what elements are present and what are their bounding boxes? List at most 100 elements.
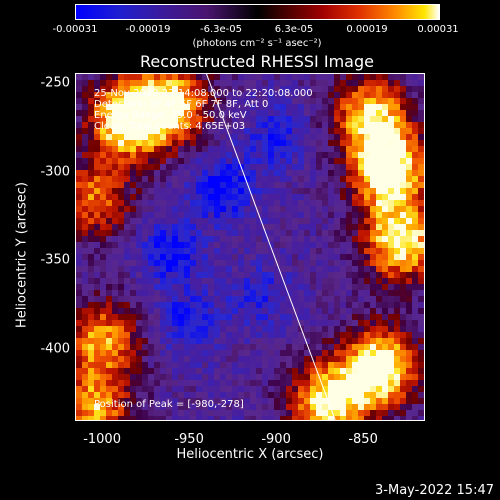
heatmap-cell xyxy=(382,260,389,267)
heatmap-cell xyxy=(418,242,424,249)
heatmap-cell xyxy=(166,110,173,117)
heatmap-cell xyxy=(214,110,221,117)
heatmap-cell xyxy=(130,296,137,303)
heatmap-cell xyxy=(418,134,424,141)
heatmap-cell xyxy=(328,404,335,411)
heatmap-cell xyxy=(148,146,155,153)
heatmap-cell xyxy=(130,194,137,201)
heatmap-cell xyxy=(148,80,155,87)
heatmap-cell xyxy=(82,182,89,189)
heatmap-cell xyxy=(208,248,215,255)
heatmap-cell xyxy=(82,92,89,99)
heatmap-cell xyxy=(172,338,179,345)
heatmap-cell xyxy=(316,362,323,369)
heatmap-cell xyxy=(196,218,203,225)
heatmap-cell xyxy=(328,230,335,237)
heatmap-cell xyxy=(304,236,311,243)
heatmap-cell xyxy=(88,254,95,261)
heatmap-cell xyxy=(328,80,335,87)
heatmap-cell xyxy=(328,290,335,297)
heatmap-cell xyxy=(346,122,353,129)
heatmap-cell xyxy=(250,158,257,165)
heatmap-cell xyxy=(376,272,383,279)
heatmap-cell xyxy=(100,200,107,207)
heatmap-cell xyxy=(178,320,185,327)
heatmap-cell xyxy=(256,278,263,285)
heatmap-cell xyxy=(112,146,119,153)
heatmap-cell xyxy=(220,104,227,111)
heatmap-cell xyxy=(130,350,137,357)
heatmap-cell xyxy=(388,398,395,405)
heatmap-cell xyxy=(124,392,131,399)
heatmap-cell xyxy=(280,284,287,291)
heatmap-cell xyxy=(280,356,287,363)
heatmap-cell xyxy=(274,194,281,201)
heatmap-cell xyxy=(94,302,101,309)
heatmap-cell xyxy=(370,158,377,165)
heatmap-cell xyxy=(418,356,424,363)
heatmap-cell xyxy=(370,338,377,345)
heatmap-cell xyxy=(292,152,299,159)
heatmap-cell xyxy=(76,266,83,273)
heatmap-cell xyxy=(394,122,401,129)
heatmap-cell xyxy=(76,362,83,369)
heatmap-cell xyxy=(232,152,239,159)
heatmap-cell xyxy=(262,254,269,261)
heatmap-cell xyxy=(214,146,221,153)
heatmap-cell xyxy=(394,332,401,339)
heatmap-cell xyxy=(262,170,269,177)
heatmap-cell xyxy=(280,272,287,279)
heatmap-cell xyxy=(208,194,215,201)
heatmap-cell xyxy=(226,374,233,381)
heatmap-cell xyxy=(136,254,143,261)
heatmap-cell xyxy=(106,194,113,201)
heatmap-cell xyxy=(190,152,197,159)
heatmap-cell xyxy=(142,314,149,321)
heatmap-cell xyxy=(226,152,233,159)
heatmap-cell xyxy=(112,254,119,261)
heatmap-cell xyxy=(76,176,83,183)
heatmap-cell xyxy=(286,392,293,399)
heatmap-cell xyxy=(94,134,101,141)
heatmap-cell xyxy=(100,224,107,231)
heatmap-cell xyxy=(220,338,227,345)
heatmap-cell xyxy=(124,236,131,243)
heatmap-cell xyxy=(244,380,251,387)
heatmap-cell xyxy=(388,284,395,291)
heatmap-cell xyxy=(322,416,329,420)
heatmap-cell xyxy=(106,230,113,237)
heatmap-cell xyxy=(118,326,125,333)
heatmap-cell xyxy=(388,92,395,99)
heatmap-cell xyxy=(256,368,263,375)
heatmap-cell xyxy=(352,398,359,405)
heatmap-cell xyxy=(346,254,353,261)
heatmap-cell xyxy=(136,134,143,141)
heatmap-cell xyxy=(412,278,419,285)
heatmap-cell xyxy=(208,206,215,213)
heatmap-cell xyxy=(250,278,257,285)
heatmap-cell xyxy=(244,74,251,81)
heatmap-cell xyxy=(274,110,281,117)
heatmap-cell xyxy=(322,200,329,207)
heatmap-cell xyxy=(190,110,197,117)
heatmap-cell xyxy=(400,386,407,393)
heatmap-cell xyxy=(250,74,257,81)
heatmap-cell xyxy=(364,368,371,375)
heatmap-cell xyxy=(76,236,83,243)
heatmap-cell xyxy=(328,212,335,219)
heatmap-cell xyxy=(232,134,239,141)
heatmap-cell xyxy=(358,344,365,351)
heatmap-cell xyxy=(250,386,257,393)
heatmap-cell xyxy=(136,128,143,135)
heatmap-cell xyxy=(382,374,389,381)
heatmap-cell xyxy=(118,236,125,243)
heatmap-cell xyxy=(400,326,407,333)
heatmap-cell xyxy=(340,266,347,273)
heatmap-cell xyxy=(406,344,413,351)
heatmap-cell xyxy=(418,86,424,93)
heatmap-cell xyxy=(250,146,257,153)
heatmap-cell xyxy=(244,188,251,195)
heatmap-cell xyxy=(148,92,155,99)
heatmap-cell xyxy=(190,314,197,321)
heatmap-cell xyxy=(142,98,149,105)
